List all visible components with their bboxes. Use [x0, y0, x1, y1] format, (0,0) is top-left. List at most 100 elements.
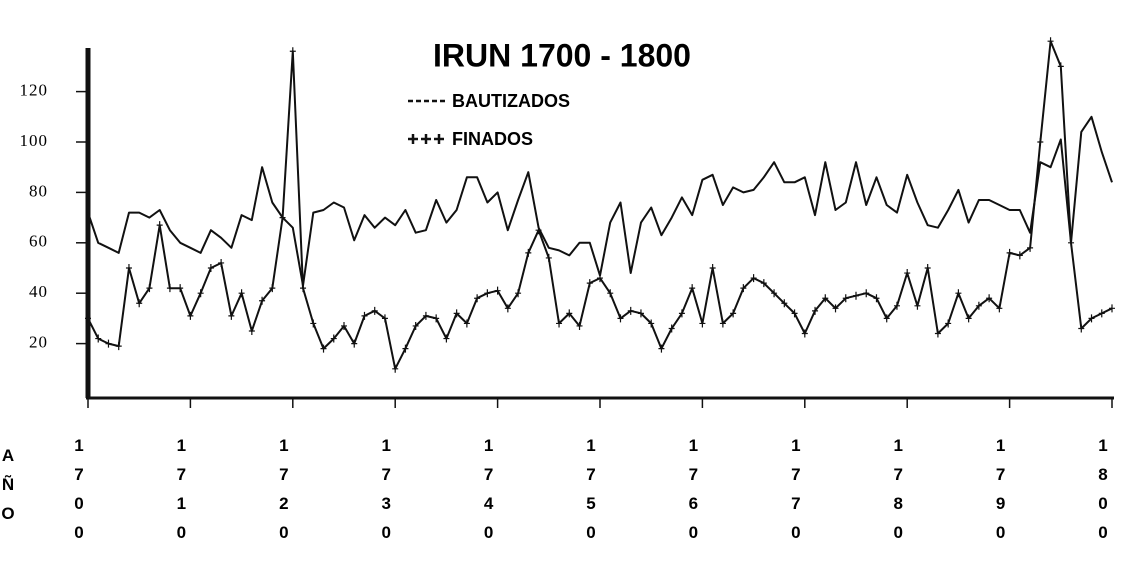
point-marker	[95, 334, 102, 343]
point-marker	[402, 344, 409, 353]
point-marker	[187, 311, 194, 320]
point-marker	[924, 264, 931, 272]
point-marker	[320, 344, 327, 353]
point-marker	[822, 294, 829, 303]
y-tick-label: 120	[20, 81, 49, 100]
point-marker	[443, 334, 450, 343]
point-marker	[1006, 248, 1013, 257]
point-marker	[392, 364, 399, 373]
x-tick-label: 1760	[684, 436, 703, 552]
legend-label: FINADOS	[452, 129, 533, 149]
point-marker	[453, 309, 460, 318]
point-marker	[535, 226, 542, 235]
point-marker	[975, 301, 982, 310]
point-marker	[873, 294, 880, 303]
x-tick-label: 1750	[582, 436, 601, 552]
series-line	[87, 40, 1113, 370]
point-marker	[115, 342, 122, 351]
point-marker	[1068, 238, 1075, 247]
point-marker	[586, 279, 593, 288]
point-marker	[853, 291, 859, 300]
x-tick-label: 1800	[1094, 436, 1113, 552]
point-marker	[760, 279, 767, 288]
legend-marker	[408, 134, 444, 144]
x-tick-label: 1770	[786, 436, 805, 552]
point-marker	[1078, 324, 1085, 333]
x-tick-label: 1790	[991, 436, 1010, 552]
point-marker	[637, 309, 644, 318]
point-marker	[1088, 314, 1095, 323]
point-marker	[934, 329, 941, 338]
point-marker	[986, 294, 993, 303]
point-marker	[904, 269, 911, 278]
point-marker	[842, 294, 849, 303]
point-marker	[279, 213, 286, 222]
x-tick-label: 1710	[172, 436, 191, 552]
point-marker	[474, 294, 481, 303]
point-marker	[730, 309, 737, 318]
y-tick-label: 60	[29, 232, 48, 251]
point-marker	[689, 284, 696, 293]
x-tick-label: 1700	[70, 436, 89, 552]
x-tick-label: 1740	[479, 436, 498, 552]
point-marker	[750, 274, 757, 283]
point-marker	[463, 319, 470, 328]
point-marker	[812, 306, 819, 315]
y-tick-label: 100	[20, 131, 49, 150]
point-marker	[709, 264, 716, 272]
point-marker	[668, 324, 675, 333]
point-marker	[146, 284, 153, 293]
series-line	[87, 115, 1113, 287]
point-marker	[422, 311, 429, 320]
legend-label: BAUTIZADOS	[452, 91, 570, 111]
point-marker	[791, 309, 798, 318]
point-marker	[136, 299, 143, 308]
point-marker	[504, 304, 511, 313]
point-marker	[1016, 251, 1023, 260]
point-marker	[381, 314, 388, 323]
point-marker	[166, 284, 173, 293]
y-tick-label: 40	[29, 282, 48, 301]
point-marker	[371, 306, 378, 315]
x-tick-label: 1730	[377, 436, 396, 552]
point-marker	[525, 248, 532, 257]
point-marker	[617, 314, 624, 323]
point-marker	[801, 329, 808, 338]
point-marker	[832, 304, 839, 313]
point-marker	[607, 289, 614, 298]
point-marker	[361, 311, 368, 320]
point-marker	[627, 306, 634, 315]
point-marker	[177, 284, 184, 293]
point-marker	[125, 264, 132, 272]
point-marker	[740, 284, 747, 293]
point-marker	[863, 289, 870, 298]
x-tick-label: 1720	[274, 436, 293, 552]
point-marker	[515, 289, 522, 298]
point-marker	[996, 304, 1003, 313]
point-marker	[330, 334, 337, 343]
point-marker	[719, 319, 726, 328]
point-marker	[1037, 138, 1044, 146]
x-tick-label: 1780	[889, 436, 908, 552]
point-marker	[494, 286, 501, 295]
point-marker	[248, 327, 255, 335]
point-marker	[566, 309, 573, 318]
point-marker	[197, 289, 204, 298]
point-marker	[699, 319, 706, 328]
point-marker	[576, 321, 583, 330]
point-marker	[218, 258, 225, 267]
point-marker	[412, 321, 419, 330]
point-marker	[105, 339, 112, 348]
point-marker	[433, 314, 440, 323]
y-tick-label: 20	[29, 333, 48, 352]
point-marker	[678, 309, 685, 318]
point-marker	[781, 299, 788, 308]
point-marker	[1109, 304, 1115, 313]
point-marker	[238, 289, 245, 298]
point-marker	[883, 314, 890, 323]
y-tick-label: 80	[29, 181, 48, 200]
point-marker	[771, 289, 778, 298]
point-marker	[1098, 309, 1105, 318]
point-marker	[597, 274, 603, 283]
